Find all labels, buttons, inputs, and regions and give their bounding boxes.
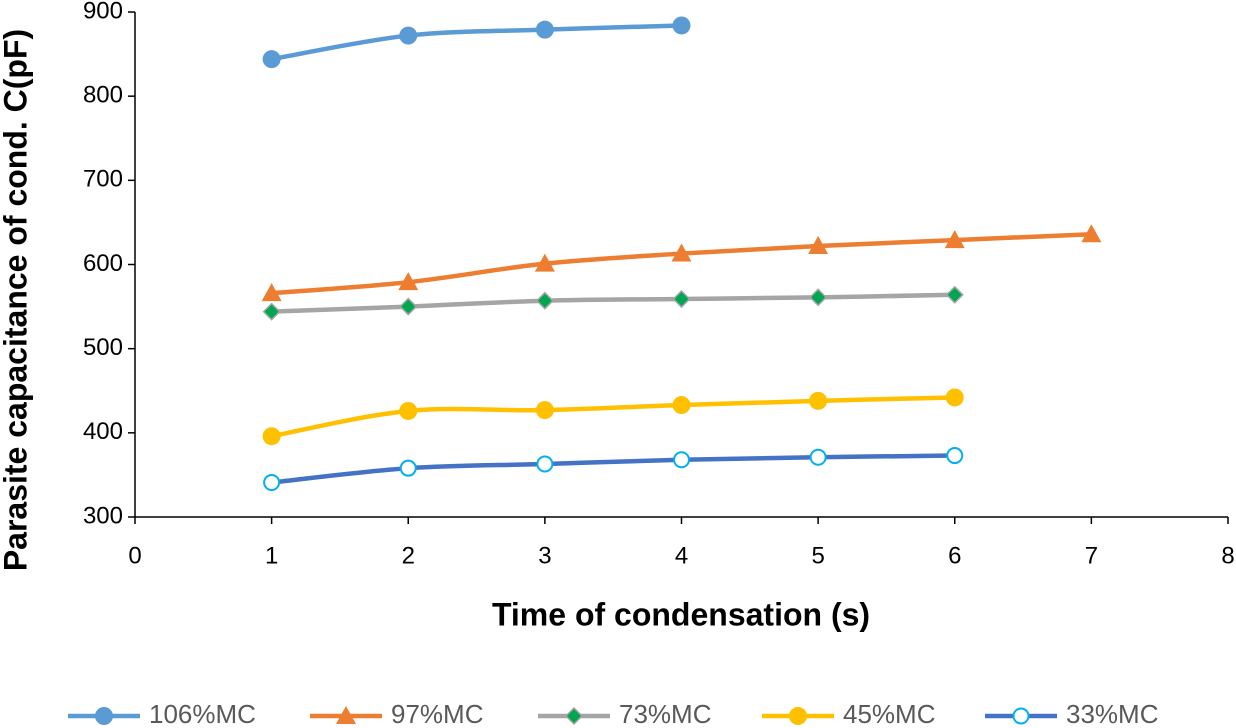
point [535, 401, 554, 420]
legend-label: 45%MC [843, 699, 935, 728]
point [945, 388, 964, 407]
y-tick-label: 600 [83, 250, 123, 277]
y-tick-label: 300 [83, 502, 123, 529]
series-line [271, 453, 955, 485]
legend-label: 106%MC [149, 699, 256, 728]
legend-marker [789, 707, 807, 725]
point [808, 235, 829, 254]
point [1081, 224, 1102, 243]
point [535, 20, 554, 39]
point [809, 448, 827, 466]
y-tick-label: 800 [83, 82, 123, 109]
x-tick-label: 3 [538, 542, 551, 569]
point [263, 473, 281, 491]
series-line [271, 23, 682, 62]
point [671, 243, 692, 262]
legend-marker [95, 707, 113, 725]
point [672, 16, 691, 35]
y-tick-label: 400 [83, 418, 123, 445]
point [945, 285, 964, 304]
y-tick-label: 500 [83, 334, 123, 361]
x-tick-label: 1 [265, 542, 278, 569]
x-tick-label: 7 [1085, 542, 1098, 569]
point [261, 283, 282, 302]
point [534, 253, 555, 272]
point [672, 396, 691, 415]
point [399, 401, 418, 420]
point [946, 447, 964, 465]
point [536, 455, 554, 473]
legend-label: 73%MC [619, 699, 711, 728]
point [672, 289, 691, 309]
point [673, 451, 690, 469]
x-tick-label: 4 [675, 542, 688, 569]
y-tick-label: 900 [83, 0, 123, 24]
point [262, 302, 281, 321]
x-tick-label: 8 [1221, 542, 1234, 569]
series-line [271, 292, 955, 314]
x-axis-title: Time of condensation (s) [492, 596, 870, 632]
point [399, 297, 418, 316]
series-line [271, 231, 1092, 296]
legend-label: 33%MC [1066, 699, 1158, 728]
legend-label: 97%MC [391, 699, 483, 728]
x-tick-label: 5 [811, 542, 824, 569]
legend-marker [336, 706, 356, 724]
point [399, 459, 417, 477]
x-tick-label: 0 [128, 542, 141, 569]
point [399, 26, 418, 45]
series-line [271, 395, 955, 439]
legend-marker [1012, 707, 1030, 725]
point [535, 291, 554, 310]
legend-marker [564, 706, 584, 726]
x-tick-label: 6 [948, 542, 961, 569]
point [398, 272, 419, 291]
point [809, 288, 828, 307]
y-axis-title: Parasite capacitance of cond. C(pF) [0, 29, 33, 571]
point [262, 427, 281, 446]
y-tick-label: 700 [83, 166, 123, 193]
point [262, 50, 281, 69]
point [944, 230, 965, 249]
x-tick-label: 2 [402, 542, 415, 569]
point [809, 391, 828, 410]
